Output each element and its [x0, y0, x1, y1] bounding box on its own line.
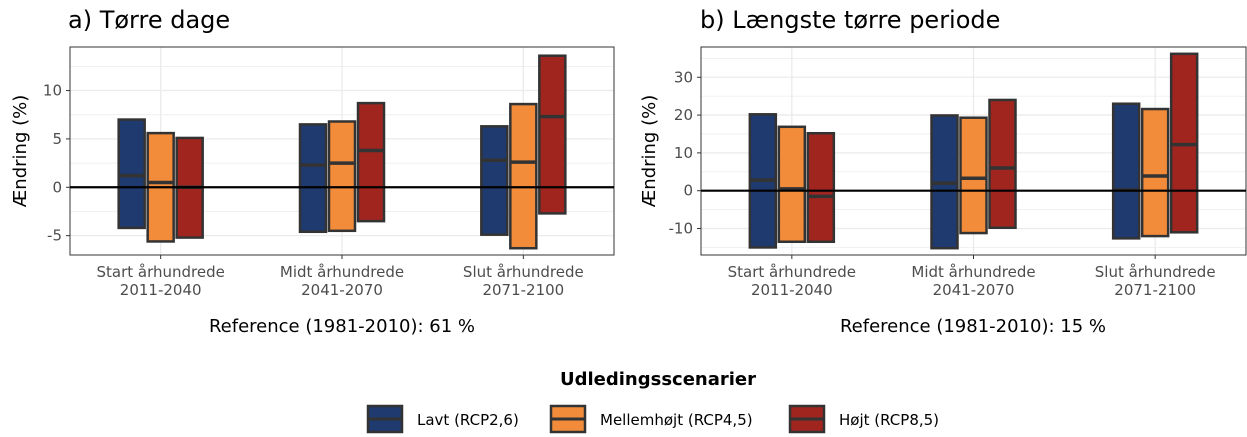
y-tick-label: 0: [52, 178, 62, 196]
x-tick-label-period: 2011-2040: [120, 281, 202, 299]
x-tick-label-period: 2011-2040: [751, 281, 833, 299]
y-tick-label: 10: [674, 144, 693, 162]
bar: [117, 118, 146, 230]
y-tick-label: 0: [683, 182, 693, 200]
y-tick-label: 5: [52, 130, 62, 148]
bar: [777, 125, 807, 244]
y-tick-label: 20: [674, 106, 693, 124]
bar: [959, 116, 988, 235]
bar: [509, 102, 538, 250]
x-tick-label: Slut århundrede: [463, 263, 584, 281]
bar: [806, 131, 836, 244]
y-axis-label: Ændring (%): [10, 95, 31, 207]
x-tick-label-period: 2041-2070: [301, 281, 383, 299]
x-tick-label: Midt århundrede: [280, 263, 404, 281]
bar: [327, 120, 357, 233]
chart-title: b) Længste tørre periode: [700, 6, 1000, 34]
x-axis-label: Reference (1981-2010): 15 %: [840, 316, 1106, 337]
x-tick-label-period: 2071-2100: [482, 281, 564, 299]
bar: [1140, 107, 1170, 238]
legend-label: Lavt (RCP2,6): [417, 411, 519, 429]
bar: [988, 98, 1017, 230]
x-tick-label: Midt århundrede: [911, 263, 1035, 281]
x-tick-label-period: 2071-2100: [1114, 281, 1196, 299]
bar: [1111, 102, 1141, 240]
legend-title: Udledingsscenarier: [560, 369, 756, 390]
x-axis-label: Reference (1981-2010): 61 %: [209, 316, 475, 337]
legend-label: Højt (RCP8,5): [839, 411, 939, 429]
panel-b: b) Længste tørre periode -10 0 10 20 30 Ændrin…: [639, 6, 1247, 337]
x-tick-label: Start århundrede: [96, 263, 224, 281]
panel-a: a) Tørre dage -5 0 5 10 Ændring (%) Start århu…: [10, 6, 615, 337]
y-tick-label: 10: [43, 82, 62, 100]
chart-title: a) Tørre dage: [68, 6, 230, 34]
legend: Udledingsscenarier Lavt (RCP2,6) Mellemhø…: [366, 369, 939, 434]
y-tick-label: -5: [47, 227, 62, 245]
bar: [356, 101, 386, 223]
legend-label: Mellemhøjt (RCP4,5): [600, 411, 753, 429]
bar: [480, 125, 509, 236]
x-tick-label: Start århundrede: [728, 263, 856, 281]
bar: [298, 123, 328, 234]
y-tick-label: -10: [669, 220, 694, 238]
x-tick-label: Slut århundrede: [1095, 263, 1216, 281]
y-tick-label: 30: [674, 68, 693, 86]
y-axis-label: Ændring (%): [639, 95, 660, 207]
x-tick-label-period: 2041-2070: [933, 281, 1015, 299]
bar: [538, 54, 567, 215]
